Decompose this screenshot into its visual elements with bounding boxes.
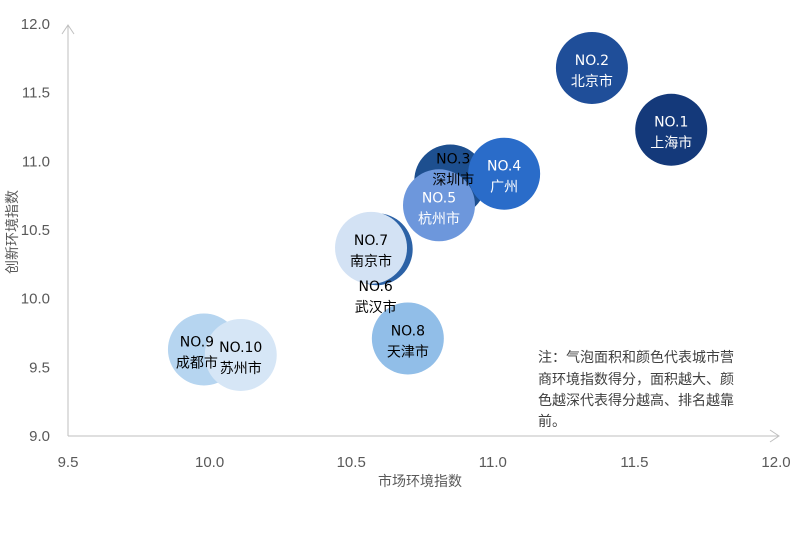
note-line-3: 色越深代表得分越高、排名越靠 bbox=[538, 392, 734, 409]
bubble-rank-label: NO.8 bbox=[391, 323, 425, 339]
y-tick-label: 9.0 bbox=[29, 428, 50, 445]
bubble-no7 bbox=[335, 211, 408, 284]
x-tick-label: 12.0 bbox=[761, 454, 790, 471]
y-tick-label: 10.5 bbox=[21, 222, 50, 239]
bubble-rank-label: NO.3 bbox=[436, 152, 470, 168]
bubble-no5 bbox=[402, 169, 475, 242]
bubble-city-label: 天津市 bbox=[387, 343, 429, 360]
bubble-rank-label: NO.6 bbox=[359, 279, 393, 295]
bubble-city-label: 广州 bbox=[490, 180, 518, 196]
y-tick-label: 10.0 bbox=[21, 291, 50, 308]
y-tick-label: 11.0 bbox=[22, 153, 50, 170]
y-tick-label: 11.5 bbox=[22, 85, 50, 102]
y-tick-label: 12.0 bbox=[21, 16, 50, 33]
axes bbox=[61, 24, 780, 443]
bubble-city-label: 杭州市 bbox=[418, 210, 460, 227]
bubble-rank-label: NO.4 bbox=[487, 159, 521, 175]
y-tick-labels: 9.0 9.5 10.0 10.5 11.0 11.5 12.0 bbox=[21, 16, 50, 445]
watermark-logo-icon bbox=[590, 503, 616, 529]
bubble-no1 bbox=[635, 93, 708, 166]
bubble-no2 bbox=[555, 31, 628, 104]
x-tick-label: 11.5 bbox=[620, 454, 648, 471]
x-tick-labels: 9.5 10.0 10.5 11.0 11.5 12.0 bbox=[58, 454, 791, 471]
note-annotation: 注：气泡面积和颜色代表城市营 商环境指数得分，面积越大、颜 色越深代表得分越高、… bbox=[538, 349, 734, 430]
x-tick-label: 10.5 bbox=[337, 454, 366, 471]
note-line-1: 注：气泡面积和颜色代表城市营 bbox=[538, 349, 734, 366]
bubbles bbox=[167, 31, 708, 391]
bubble-city-label: 上海市 bbox=[650, 135, 692, 152]
bubble-no4 bbox=[468, 137, 541, 210]
bubble-city-label: 苏州市 bbox=[220, 360, 262, 377]
note-line-2: 商环境指数得分，面积越大、颜 bbox=[538, 371, 734, 388]
bubble-rank-label: NO.10 bbox=[219, 340, 262, 356]
bubble-city-label: 成都市 bbox=[176, 354, 218, 371]
watermark-text: 雪球：创邑icity bbox=[619, 505, 761, 529]
x-axis-arrow bbox=[769, 429, 780, 443]
bubble-city-label: 北京市 bbox=[571, 73, 613, 90]
watermark: 雪球：创邑icity bbox=[590, 503, 761, 529]
bubble-rank-label: NO.2 bbox=[575, 53, 609, 69]
y-axis-arrow bbox=[61, 24, 75, 35]
x-tick-label: 9.5 bbox=[58, 454, 79, 471]
y-tick-label: 9.5 bbox=[29, 359, 50, 376]
note-line-4: 前。 bbox=[538, 413, 566, 430]
bubble-rank-label: NO.9 bbox=[180, 334, 214, 350]
x-axis-title: 市场环境指数 bbox=[378, 473, 462, 490]
bubble-no8 bbox=[371, 302, 444, 375]
x-tick-label: 10.0 bbox=[195, 454, 224, 471]
bubble-rank-label: NO.1 bbox=[654, 115, 688, 131]
bubble-city-label: 南京市 bbox=[350, 253, 392, 270]
bubble-no10 bbox=[204, 318, 277, 391]
bubble-city-label: 武汉市 bbox=[355, 299, 397, 316]
bubble-city-label: 深圳市 bbox=[432, 172, 474, 189]
bubble-rank-label: NO.5 bbox=[422, 190, 456, 206]
x-tick-label: 11.0 bbox=[479, 454, 507, 471]
bubble-rank-label: NO.7 bbox=[354, 233, 388, 249]
bubble-labels: NO.2 北京市 NO.1 上海市 NO.3 深圳市 NO.4 广州 NO.5 杭州市 NO.6 武汉… bbox=[176, 53, 692, 377]
y-axis-title: 创新环境指数 bbox=[5, 190, 21, 274]
